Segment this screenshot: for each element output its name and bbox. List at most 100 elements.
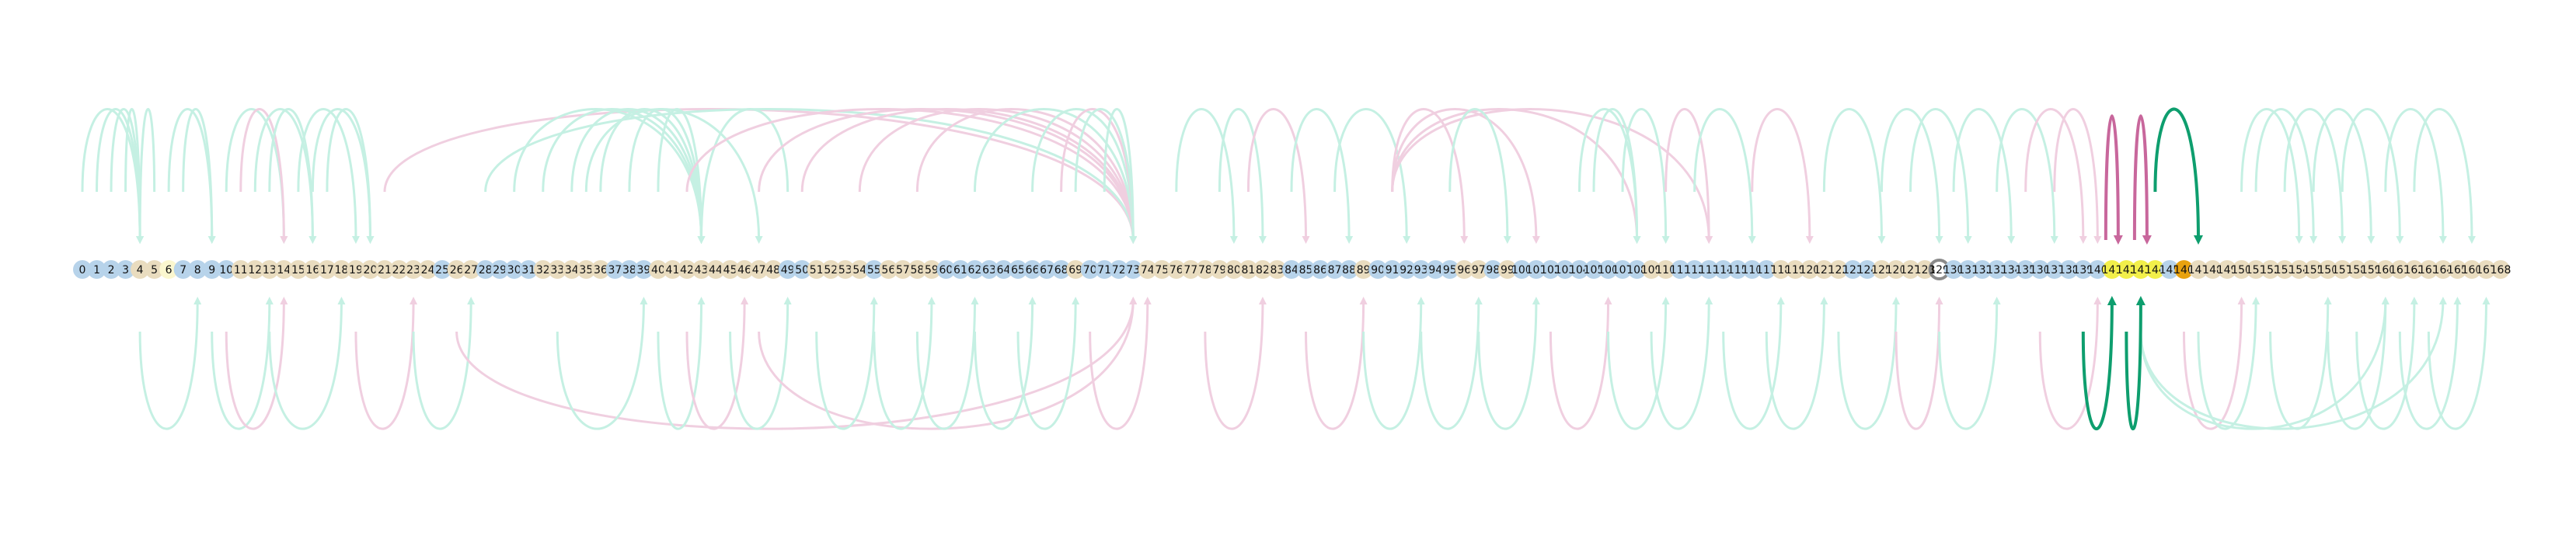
node-label: 25	[435, 264, 449, 276]
node: 134	[2001, 260, 2022, 279]
node-circle	[778, 260, 797, 279]
node-circle	[317, 260, 336, 279]
node: 116	[1741, 260, 1762, 279]
node-circle	[1598, 260, 1618, 279]
node-label: 85	[1299, 264, 1313, 276]
edge-arc	[542, 108, 706, 244]
node-circle	[1455, 260, 1474, 279]
node: 105	[1584, 260, 1604, 279]
node: 49	[778, 260, 797, 279]
node-circle	[2189, 260, 2208, 279]
node-circle	[922, 260, 941, 279]
node-label: 125	[1871, 264, 1892, 276]
node-label: 30	[507, 264, 521, 276]
node-circle	[908, 260, 927, 279]
node: 14	[274, 260, 294, 279]
node: 160	[2375, 260, 2396, 279]
node-circle	[663, 260, 682, 279]
node-circle	[260, 260, 279, 279]
node: 127	[1900, 260, 1921, 279]
node-label: 33	[550, 264, 564, 276]
node-label: 83	[1271, 264, 1285, 276]
node-circle	[1828, 260, 1848, 279]
node: 78	[1195, 260, 1215, 279]
node: 15	[288, 260, 308, 279]
edge-arc	[2132, 114, 2152, 245]
node-circle	[447, 260, 466, 279]
node: 165	[2447, 260, 2468, 279]
node-circle	[2059, 260, 2079, 279]
edges-layer	[81, 107, 2491, 431]
node-label: 145	[2159, 264, 2180, 276]
node-label: 64	[997, 264, 1011, 276]
node: 167	[2476, 260, 2497, 279]
node: 16	[303, 260, 322, 279]
node-label: 55	[867, 264, 881, 276]
node: 97	[1469, 260, 1488, 279]
edge-arc	[2283, 108, 2347, 244]
node-label: 87	[1328, 264, 1342, 276]
edge-arc	[1765, 297, 1828, 430]
node-circle	[1210, 260, 1229, 279]
node: 117	[1756, 260, 1777, 279]
node-label: 16	[305, 264, 319, 276]
node-label: 147	[2188, 264, 2209, 276]
node: 20	[361, 260, 380, 279]
edge-arc	[1650, 297, 1713, 430]
edge-arc	[2341, 108, 2404, 244]
node: 104	[1569, 260, 1590, 279]
node-label: 136	[2030, 264, 2051, 276]
node: 73	[1124, 260, 1143, 279]
edge-arc	[758, 297, 1138, 430]
node-circle	[1671, 260, 1690, 279]
node: 34	[562, 260, 581, 279]
node-circle	[1656, 260, 1675, 279]
node-circle	[2433, 260, 2452, 279]
node-label: 122	[1828, 264, 1849, 276]
edge-arc	[915, 108, 1138, 244]
edge-arc	[1693, 108, 1756, 244]
node-circle	[1699, 260, 1719, 279]
edge-arc	[297, 108, 360, 244]
node: 123	[1842, 260, 1863, 279]
node-label: 141	[2101, 264, 2122, 276]
node: 9	[202, 260, 221, 279]
node-label: 80	[1227, 264, 1241, 276]
node: 124	[1857, 260, 1878, 279]
node: 61	[950, 260, 970, 279]
node: 62	[965, 260, 985, 279]
node-circle	[577, 260, 596, 279]
node-label: 116	[1741, 264, 1762, 276]
node-circle	[2131, 260, 2150, 279]
edge-arc	[211, 297, 274, 430]
node: 60	[936, 260, 956, 279]
node-label: 130	[1943, 264, 1964, 276]
node-label: 70	[1083, 264, 1097, 276]
node: 95	[1440, 260, 1459, 279]
node-label: 100	[1511, 264, 1532, 276]
node: 84	[1282, 260, 1301, 279]
node: 152	[2260, 260, 2281, 279]
node: 18	[332, 260, 351, 279]
node: 121	[1814, 260, 1835, 279]
node-circle	[2044, 260, 2064, 279]
node: 55	[864, 260, 884, 279]
node-circle	[188, 260, 207, 279]
node-label: 71	[1097, 264, 1111, 276]
node-label: 78	[1198, 264, 1212, 276]
node: 42	[678, 260, 696, 279]
node-label: 132	[1972, 264, 1993, 276]
edge-arc	[2139, 297, 2390, 430]
node-label: 153	[2274, 264, 2295, 276]
edge-arc	[1722, 297, 1785, 430]
node-circle	[1066, 260, 1086, 279]
node-label: 50	[795, 264, 809, 276]
node: 58	[908, 260, 927, 279]
node-label: 127	[1900, 264, 1921, 276]
edge-arc	[513, 108, 706, 244]
node-label: 124	[1857, 264, 1878, 276]
node: 19	[346, 260, 365, 279]
node: 112	[1684, 260, 1705, 279]
node-circle	[1843, 260, 1863, 279]
node-label: 89	[1357, 264, 1371, 276]
